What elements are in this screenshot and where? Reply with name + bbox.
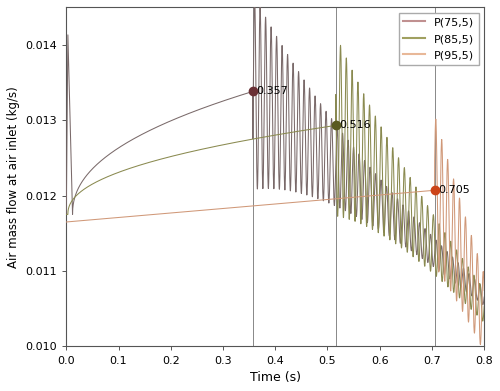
Text: 0.357: 0.357 [256, 86, 288, 97]
Legend: P(75,5), P(85,5), P(95,5): P(75,5), P(85,5), P(95,5) [398, 13, 478, 65]
Text: 0.705: 0.705 [438, 185, 470, 195]
Y-axis label: Air mass flow at air inlet (kg/s): Air mass flow at air inlet (kg/s) [7, 86, 20, 267]
Text: 0.516: 0.516 [340, 120, 371, 131]
X-axis label: Time (s): Time (s) [250, 371, 300, 384]
